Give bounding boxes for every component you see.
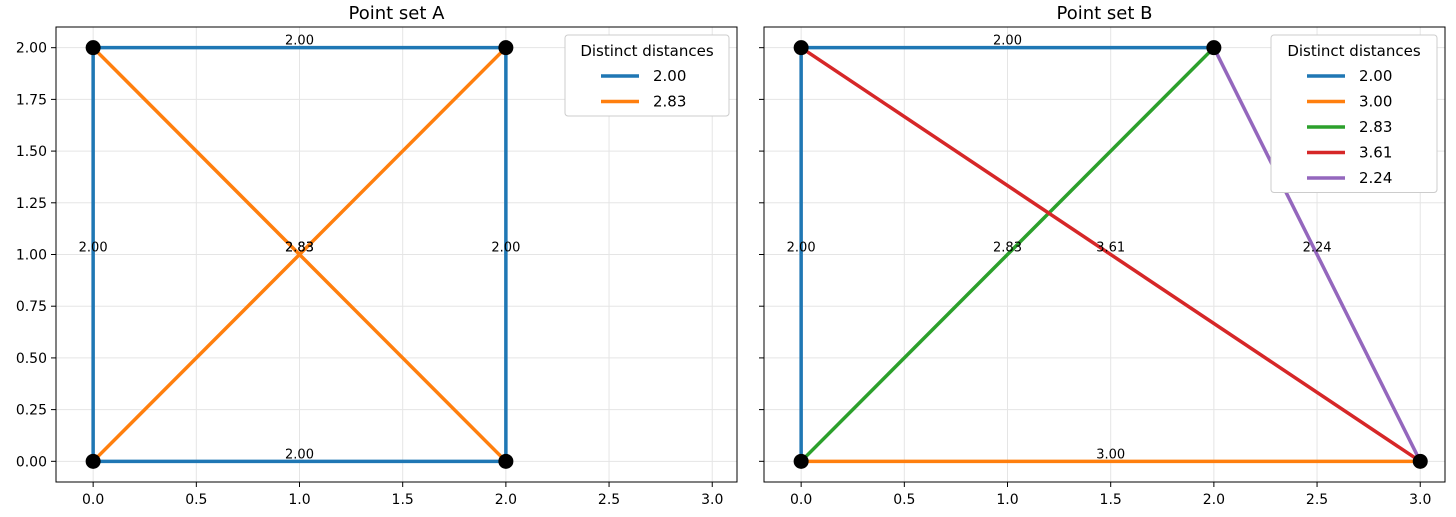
plot-frame bbox=[55, 26, 738, 483]
x-tick-label: 1.5 bbox=[392, 492, 414, 508]
distance-edge bbox=[799, 46, 1216, 463]
edge-distance-label: 2.00 bbox=[285, 34, 314, 49]
legend-entry-label: 2.00 bbox=[1359, 67, 1392, 85]
edge-distance-label: 2.24 bbox=[1303, 241, 1332, 256]
x-tick-label: 0.0 bbox=[790, 492, 812, 508]
x-tick-label: 1.0 bbox=[996, 492, 1018, 508]
data-point bbox=[793, 40, 809, 56]
data-point bbox=[793, 453, 809, 469]
data-point bbox=[498, 40, 514, 56]
edge-distance-label: 2.00 bbox=[79, 241, 108, 256]
chart-panel-b: 0.0 0.5 1.0 1.5 2.0 2.5 3.0 Point set B 2.00 2.00… bbox=[759, 3, 1446, 508]
y-tick-label: 0.50 bbox=[16, 351, 47, 367]
data-point bbox=[85, 453, 101, 469]
distance-edge bbox=[1212, 46, 1422, 463]
edge-distance-label: 2.00 bbox=[993, 34, 1022, 49]
legend: Distinct distances 2.00 3.00 2.83 3.61 2.24 bbox=[1270, 34, 1438, 193]
edge-distance-label: 2.83 bbox=[285, 241, 314, 256]
x-tick-label: 0.5 bbox=[185, 492, 207, 508]
distance-edge bbox=[800, 46, 1422, 463]
legend-entry-label: 2.83 bbox=[1359, 118, 1392, 136]
x-tick-label: 3.0 bbox=[701, 492, 723, 508]
edge-distance-label: 2.00 bbox=[285, 447, 314, 462]
x-tick-label: 2.0 bbox=[495, 492, 517, 508]
chart-title: Point set B bbox=[1057, 3, 1153, 24]
x-tick-label: 1.5 bbox=[1100, 492, 1122, 508]
chart-panel-a: 0.0 0.5 1.0 1.5 2.0 2.5 3.0 0.00 0.25 0.50 0.75 1.0… bbox=[16, 3, 738, 508]
edge-distance-label: 2.00 bbox=[491, 241, 520, 256]
distance-edge bbox=[91, 46, 508, 463]
x-tick-label: 2.5 bbox=[1306, 492, 1328, 508]
x-tick-label: 2.5 bbox=[598, 492, 620, 508]
x-tick-label: 2.0 bbox=[1203, 492, 1225, 508]
data-point bbox=[85, 40, 101, 56]
data-point bbox=[498, 453, 514, 469]
edge-distance-label: 2.83 bbox=[285, 241, 314, 256]
chart-title: Point set A bbox=[349, 3, 446, 24]
edge-distance-label: 2.83 bbox=[993, 241, 1022, 256]
legend-entry-label: 2.00 bbox=[653, 67, 686, 85]
y-tick-label: 1.25 bbox=[16, 196, 47, 212]
x-tick-label: 0.5 bbox=[893, 492, 915, 508]
legend-title: Distinct distances bbox=[1287, 42, 1421, 60]
edge-distance-label: 3.61 bbox=[1096, 241, 1125, 256]
plot-frame bbox=[763, 26, 1446, 483]
x-tick-label: 1.0 bbox=[288, 492, 310, 508]
legend-entry-label: 2.83 bbox=[653, 93, 686, 111]
legend: Distinct distances 2.00 2.83 bbox=[564, 34, 730, 117]
y-tick-label: 1.50 bbox=[16, 144, 47, 160]
y-tick-label: 1.75 bbox=[16, 92, 47, 108]
y-tick-label: 0.25 bbox=[16, 403, 47, 419]
legend-entry-label: 3.00 bbox=[1359, 93, 1392, 111]
y-tick-label: 2.00 bbox=[16, 41, 47, 57]
legend-entry-label: 2.24 bbox=[1359, 169, 1392, 187]
legend-entry-label: 3.61 bbox=[1359, 144, 1392, 162]
x-tick-label: 3.0 bbox=[1409, 492, 1431, 508]
edge-distance-label: 3.00 bbox=[1096, 447, 1125, 462]
legend-frame bbox=[564, 34, 730, 117]
legend-title: Distinct distances bbox=[580, 42, 714, 60]
y-tick-label: 0.00 bbox=[16, 454, 47, 470]
edge-distance-label: 2.00 bbox=[787, 241, 816, 256]
y-tick-label: 1.00 bbox=[16, 248, 47, 264]
data-point bbox=[1206, 40, 1222, 56]
x-tick-label: 0.0 bbox=[82, 492, 104, 508]
data-point bbox=[1412, 453, 1428, 469]
y-tick-label: 0.75 bbox=[16, 299, 47, 315]
